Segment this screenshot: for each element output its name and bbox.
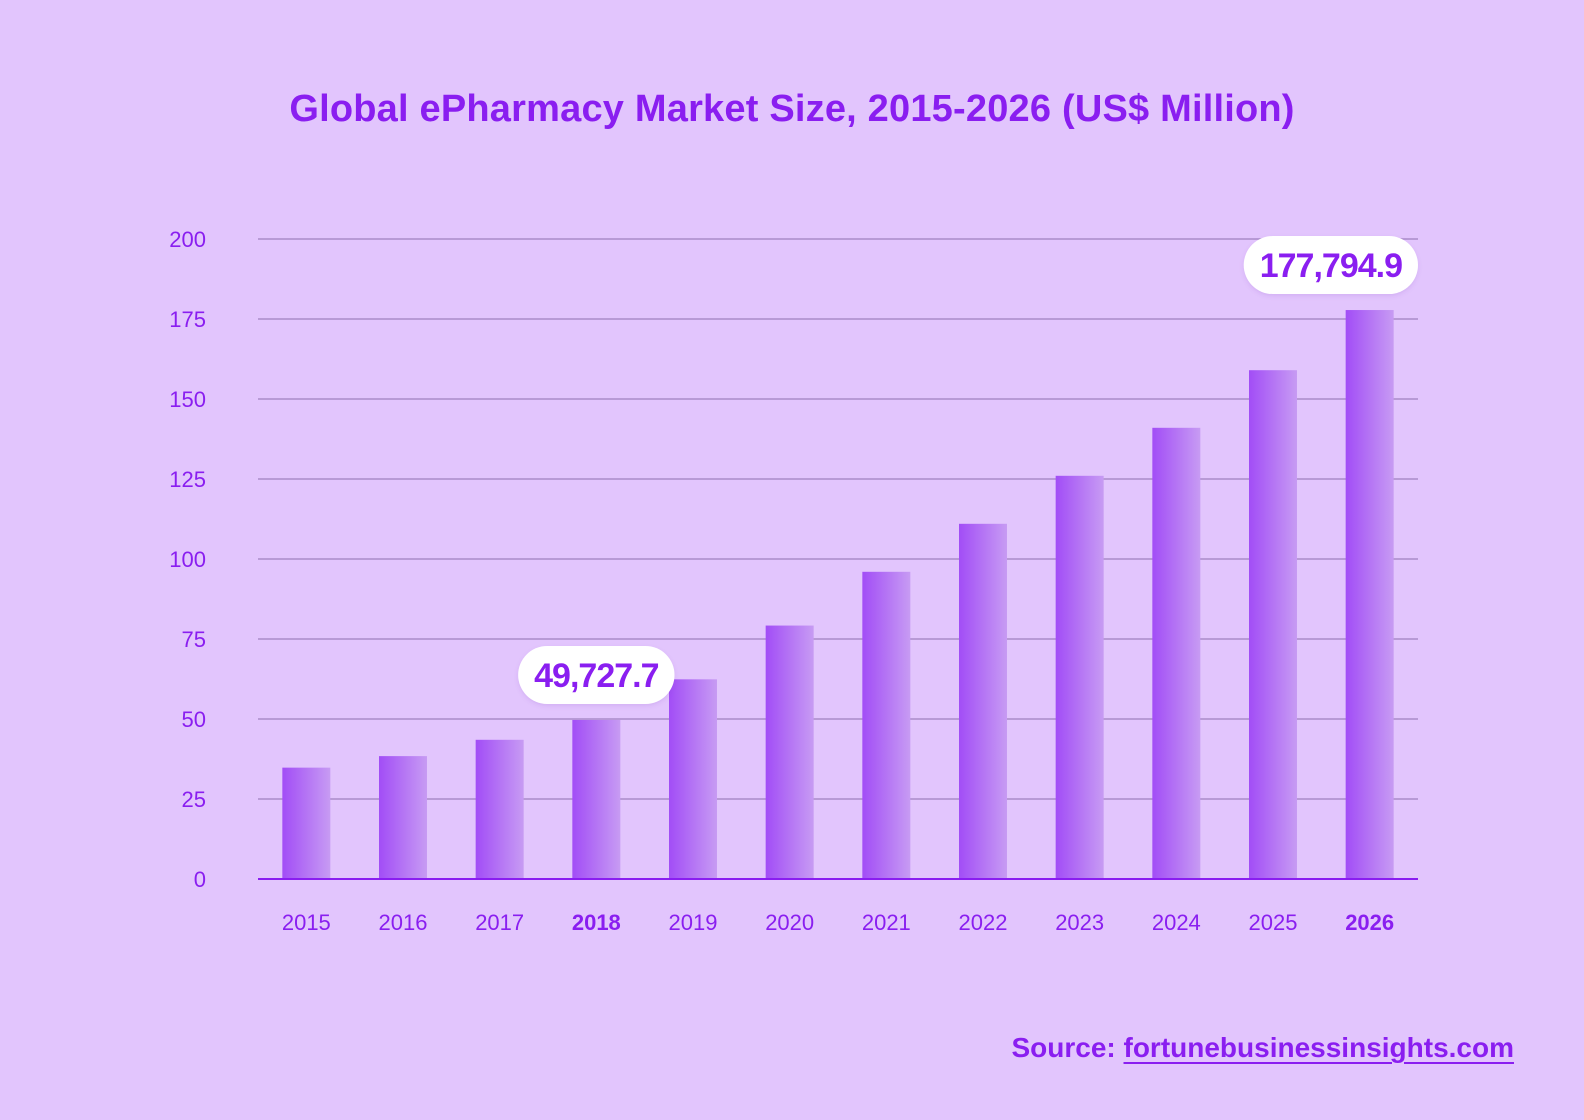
source-line: Source: fortunebusinessinsights.com — [1011, 1032, 1514, 1064]
y-tick-label: 200 — [169, 227, 206, 252]
x-tick-label: 2015 — [282, 910, 331, 935]
callout-2018: 49,727.7 — [518, 645, 675, 704]
bar-2019 — [669, 679, 717, 879]
x-tick-label: 2020 — [765, 910, 814, 935]
y-tick-label: 150 — [169, 387, 206, 412]
bar-2015 — [282, 767, 331, 879]
y-tick-label: 25 — [182, 787, 206, 812]
x-tick-label: 2025 — [1249, 910, 1298, 935]
source-link[interactable]: fortunebusinessinsights.com — [1123, 1032, 1515, 1063]
x-tick-label: 2022 — [959, 910, 1008, 935]
bar-2024 — [1152, 427, 1201, 879]
x-tick-label: 2021 — [862, 910, 911, 935]
bar-2023 — [1055, 475, 1104, 879]
y-tick-label: 175 — [169, 307, 206, 332]
x-tick-label: 2018 — [572, 910, 621, 935]
bar-2018 — [572, 719, 621, 879]
y-tick-label: 125 — [169, 467, 206, 492]
source-prefix: Source: — [1011, 1032, 1116, 1063]
x-tick-label: 2026 — [1345, 910, 1394, 935]
y-tick-label: 100 — [169, 547, 206, 572]
callout-bubble — [1243, 236, 1418, 295]
y-tick-label: 50 — [182, 707, 206, 732]
x-tick-label: 2023 — [1055, 910, 1104, 935]
callout-bubble — [518, 645, 675, 704]
callout-2026: 177,794.9 — [1243, 236, 1418, 295]
x-tick-label: 2016 — [379, 910, 428, 935]
bar-2017 — [475, 739, 524, 879]
y-tick-label: 75 — [182, 627, 206, 652]
callout-label: 177,794.9 — [1260, 247, 1402, 285]
chart-title: Global ePharmacy Market Size, 2015-2026 … — [289, 88, 1295, 130]
callout-label: 49,727.7 — [534, 657, 658, 695]
bar-2020 — [765, 625, 814, 879]
bar-2022 — [959, 523, 1007, 879]
bar-2021 — [862, 571, 911, 879]
y-tick-label: 0 — [194, 867, 206, 892]
x-tick-label: 2024 — [1152, 910, 1201, 935]
x-tick-label: 2019 — [669, 910, 718, 935]
bar-2016 — [379, 756, 427, 879]
bar-2025 — [1249, 370, 1297, 879]
bar-2026 — [1345, 310, 1394, 879]
x-tick-label: 2017 — [475, 910, 524, 935]
